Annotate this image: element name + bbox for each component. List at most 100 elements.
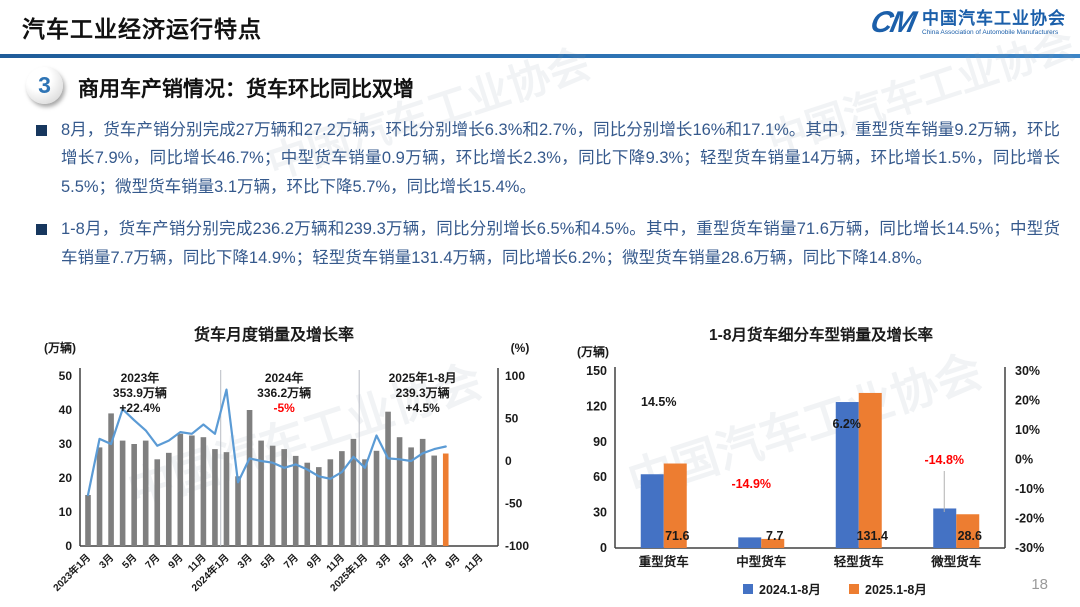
bar-2024: [933, 508, 957, 548]
x-axis-tick: 2023年1月: [50, 551, 93, 594]
monthly-truck-sales-chart: 货车月度销量及增长率 (万辆) (%) 0 10 20 30 40 50 -100 -50 0 50 10…: [44, 325, 530, 594]
value-label: 71.6: [665, 529, 689, 543]
right-axis-tick: 10%: [1015, 423, 1040, 437]
sales-bar: [350, 438, 357, 546]
left-axis-unit: (万辆): [44, 340, 76, 355]
bar-2025: [858, 392, 882, 548]
year-annotation: +4.5%: [405, 401, 440, 415]
header-divider: [0, 54, 1080, 58]
year-annotation: +22.4%: [119, 401, 160, 415]
sales-bar: [142, 440, 149, 546]
x-axis-tick: 3月: [97, 552, 116, 571]
x-axis-tick: 9月: [304, 552, 323, 571]
right-axis-tick: -10%: [1015, 482, 1044, 496]
right-axis-tick: 0: [505, 454, 512, 468]
right-axis-tick: 0%: [1015, 453, 1033, 467]
bullet-text-jan-aug: 1-8月，货车产销分别完成236.2万辆和239.3万辆，同比分别增长6.5%和…: [61, 220, 1060, 267]
legend-label-2025: 2025.1-8月: [865, 583, 927, 597]
year-annotation: 2024年: [265, 370, 304, 385]
right-axis-tick: -30%: [1015, 541, 1044, 555]
page-number: 18: [1031, 576, 1048, 593]
left-axis-tick: 40: [59, 403, 73, 417]
sales-bar: [442, 453, 449, 546]
growth-label: 14.5%: [641, 395, 676, 409]
left-axis-tick: 150: [586, 364, 607, 378]
left-axis-tick: 10: [59, 505, 73, 519]
category-label: 轻型货车: [834, 554, 885, 569]
left-axis-tick: 30: [593, 506, 607, 520]
sales-bar: [119, 440, 126, 546]
sales-bar: [223, 452, 230, 546]
sales-bar: [96, 447, 103, 546]
sales-bar: [396, 437, 403, 546]
sales-bar: [292, 455, 299, 546]
x-axis-tick: 5月: [258, 552, 277, 571]
bullet-text-august: 8月，货车产销分别完成27万辆和27.2万辆，环比分别增长6.3%和2.7%，同…: [61, 121, 1060, 196]
year-annotation: 2025年1-8月: [389, 370, 457, 385]
x-axis-tick: 5月: [120, 552, 139, 571]
sales-bar: [281, 449, 287, 546]
year-annotation: 239.3万辆: [396, 385, 450, 400]
sales-bar: [408, 447, 414, 546]
sales-bar: [419, 438, 426, 546]
x-axis-tick: 3月: [235, 552, 254, 571]
growth-label: -14.9%: [731, 477, 771, 491]
left-axis-tick: 90: [593, 435, 607, 449]
sales-bar: [131, 444, 137, 546]
right-axis-tick: -50: [505, 497, 523, 511]
sales-bar: [258, 440, 264, 546]
sales-bar: [200, 437, 207, 546]
left-axis-tick: 60: [593, 470, 607, 484]
category-label: 重型货车: [639, 554, 690, 569]
left-axis-unit: (万辆): [577, 344, 609, 359]
sales-bar: [177, 433, 184, 546]
sales-bar: [108, 413, 114, 546]
sales-bar: [269, 445, 276, 546]
sales-bar: [246, 410, 253, 546]
truck-segment-sales-chart: 1-8月货车细分车型销量及增长率 (万辆) 0 30 60 90 120 150 30% 20% 1…: [577, 325, 1044, 597]
logo-name-en: China Association of Automobile Manufact…: [922, 28, 1059, 36]
legend-swatch-2024: [743, 584, 753, 594]
sales-bar: [327, 459, 334, 546]
caam-logo-mark-icon: CM: [867, 6, 918, 39]
x-axis-tick: 7月: [281, 552, 300, 571]
left-axis-tick: 20: [59, 471, 73, 485]
bullet-list: 8月，货车产销分别完成27万辆和27.2万辆，环比分别增长6.3%和2.7%，同…: [30, 116, 1060, 286]
year-annotation: -5%: [274, 401, 296, 415]
section-heading-main: 商用车产销情况：: [78, 78, 246, 101]
right-axis-tick: 20%: [1015, 394, 1040, 408]
chart-title: 1-8月货车细分车型销量及增长率: [709, 325, 933, 344]
value-label: 28.6: [958, 529, 982, 543]
category-label: 中型货车: [736, 554, 787, 569]
bullet-item: 1-8月，货车产销分别完成236.2万辆和239.3万辆，同比分别增长6.5%和…: [30, 215, 1060, 272]
x-axis-tick: 3月: [374, 552, 393, 571]
bullet-square-icon: [36, 224, 47, 236]
bar-2024: [835, 402, 859, 548]
sales-bar: [385, 411, 391, 546]
bar-2025: [663, 463, 687, 548]
left-axis-tick: 50: [59, 369, 73, 383]
right-axis-tick: 30%: [1015, 364, 1040, 378]
bar-2025: [956, 514, 980, 548]
section-number-badge: 3: [26, 67, 63, 104]
sales-bar: [85, 495, 91, 546]
x-axis-tick: 5月: [397, 552, 416, 571]
sales-bar: [154, 459, 161, 546]
sales-bar: [189, 435, 195, 546]
growth-line: [86, 388, 447, 497]
value-label: 131.4: [857, 529, 888, 543]
chart-title: 货车月度销量及增长率: [194, 325, 354, 344]
right-axis-tick: -20%: [1015, 512, 1044, 526]
left-axis-tick: 0: [65, 539, 72, 553]
x-axis-tick: 7月: [420, 552, 439, 571]
section-heading-sub: 货车环比同比双增: [246, 78, 414, 101]
x-axis-tick: 9月: [166, 552, 185, 571]
year-annotation: 353.9万辆: [113, 385, 167, 400]
bar-2025: [761, 538, 785, 548]
sales-bar: [165, 452, 172, 546]
right-axis-unit: (%): [511, 341, 530, 355]
right-axis-tick: -100: [505, 539, 529, 553]
x-axis-tick: 11月: [462, 552, 485, 575]
bullet-item: 8月，货车产销分别完成27万辆和27.2万辆，环比分别增长6.3%和2.7%，同…: [30, 116, 1060, 201]
x-axis-tick: 9月: [443, 552, 462, 571]
